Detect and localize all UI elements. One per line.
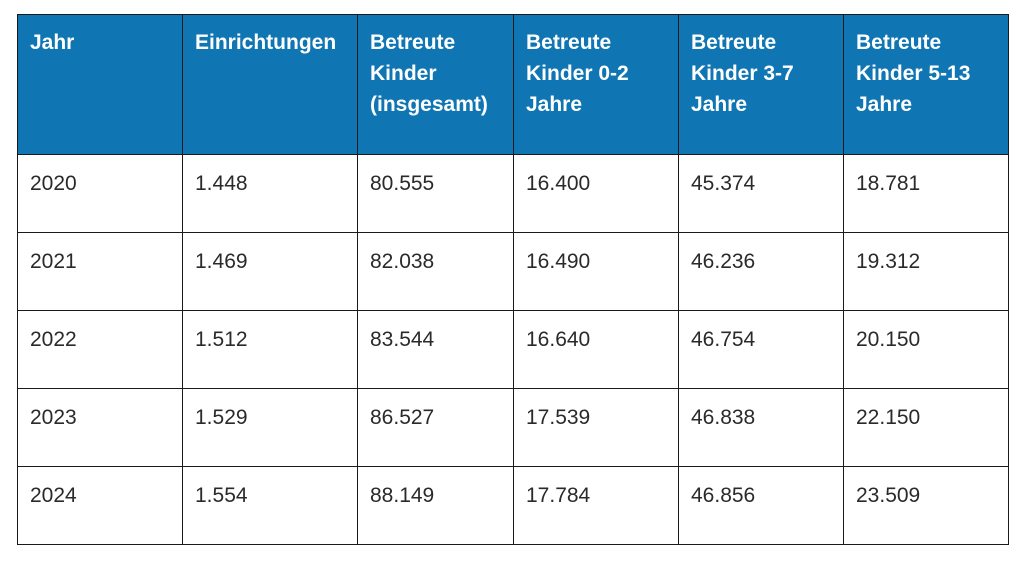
table-cell: 17.784 xyxy=(513,466,679,545)
table-cell: 46.838 xyxy=(678,388,844,467)
table-cell: 1.512 xyxy=(182,310,358,389)
table-cell: 2023 xyxy=(17,388,183,467)
table-row: 2023 1.529 86.527 17.539 46.838 22.150 xyxy=(17,388,1009,467)
table-cell: 83.544 xyxy=(357,310,514,389)
table-cell: 20.150 xyxy=(843,310,1009,389)
header-cell-betreute-kinder-insgesamt: Betreute Kinder (insgesamt) xyxy=(357,14,514,155)
table-cell: 82.038 xyxy=(357,232,514,311)
table-row: 2024 1.554 88.149 17.784 46.856 23.509 xyxy=(17,466,1009,545)
header-cell-betreute-kinder-0-2: Betreute Kinder 0-2 Jahre xyxy=(513,14,679,155)
data-table: Jahr Einrichtungen Betreute Kinder (insg… xyxy=(17,14,1009,545)
table-cell: 16.640 xyxy=(513,310,679,389)
table-header: Jahr Einrichtungen Betreute Kinder (insg… xyxy=(17,14,1009,155)
table-cell: 2021 xyxy=(17,232,183,311)
table-cell: 80.555 xyxy=(357,154,514,233)
table-cell: 1.448 xyxy=(182,154,358,233)
table-cell: 88.149 xyxy=(357,466,514,545)
table-cell: 18.781 xyxy=(843,154,1009,233)
table-cell: 45.374 xyxy=(678,154,844,233)
table-cell: 46.856 xyxy=(678,466,844,545)
table-cell: 1.469 xyxy=(182,232,358,311)
table-body: 2020 1.448 80.555 16.400 45.374 18.781 2… xyxy=(17,154,1009,545)
table-cell: 1.554 xyxy=(182,466,358,545)
header-cell-betreute-kinder-5-13: Betreute Kinder 5-13 Jahre xyxy=(843,14,1009,155)
table-cell: 17.539 xyxy=(513,388,679,467)
table-cell: 2020 xyxy=(17,154,183,233)
table-cell: 46.754 xyxy=(678,310,844,389)
table-cell: 46.236 xyxy=(678,232,844,311)
table-cell: 86.527 xyxy=(357,388,514,467)
table-row: 2021 1.469 82.038 16.490 46.236 19.312 xyxy=(17,232,1009,311)
header-row: Jahr Einrichtungen Betreute Kinder (insg… xyxy=(17,14,1009,155)
table-cell: 2022 xyxy=(17,310,183,389)
table-cell: 2024 xyxy=(17,466,183,545)
table-row: 2022 1.512 83.544 16.640 46.754 20.150 xyxy=(17,310,1009,389)
table-cell: 22.150 xyxy=(843,388,1009,467)
table-cell: 16.400 xyxy=(513,154,679,233)
table-cell: 16.490 xyxy=(513,232,679,311)
table-cell: 1.529 xyxy=(182,388,358,467)
data-table-container: Jahr Einrichtungen Betreute Kinder (insg… xyxy=(17,14,1009,545)
header-cell-betreute-kinder-3-7: Betreute Kinder 3-7 Jahre xyxy=(678,14,844,155)
table-cell: 23.509 xyxy=(843,466,1009,545)
header-cell-jahr: Jahr xyxy=(17,14,183,155)
table-cell: 19.312 xyxy=(843,232,1009,311)
header-cell-einrichtungen: Einrichtungen xyxy=(182,14,358,155)
table-row: 2020 1.448 80.555 16.400 45.374 18.781 xyxy=(17,154,1009,233)
